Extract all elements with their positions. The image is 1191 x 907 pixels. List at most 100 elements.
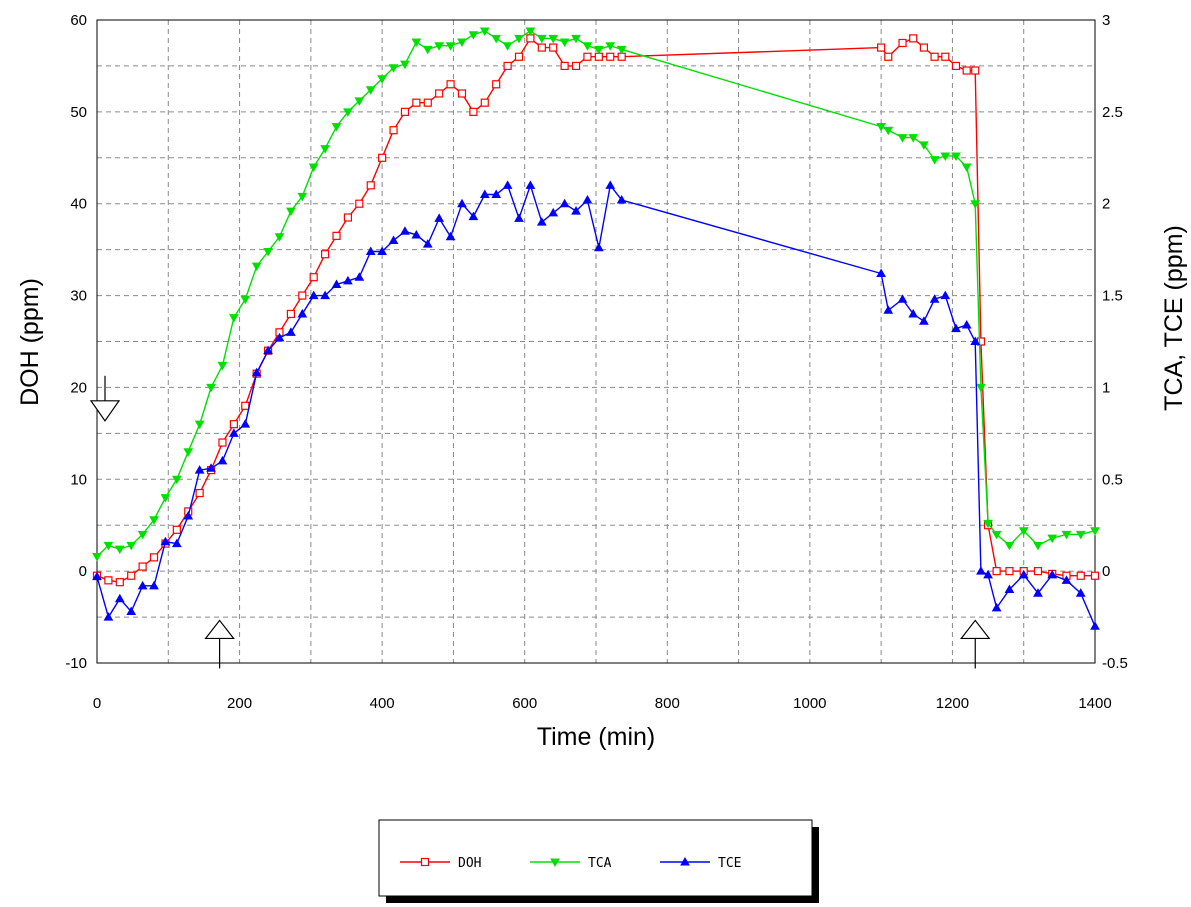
data-point-tca: [194, 420, 205, 430]
data-point-tce: [514, 213, 524, 222]
legend-marker-tce: [680, 856, 690, 866]
data-point-tca: [951, 152, 961, 161]
data-point-tce: [605, 180, 616, 189]
data-point-tce: [559, 198, 570, 208]
data-point-doh: [389, 126, 398, 135]
data-point-doh: [1005, 567, 1014, 576]
data-point-tca: [876, 123, 887, 132]
data-point-tca: [422, 45, 433, 55]
data-point-tca: [457, 38, 467, 48]
data-point-tca: [1061, 530, 1072, 540]
data-point-tce: [445, 231, 456, 241]
data-point-doh: [446, 80, 455, 89]
y-right-tick-label: 0: [1102, 563, 1110, 580]
data-point-tca: [377, 75, 388, 84]
arrow-up-icon: [204, 619, 235, 669]
data-point-doh: [1090, 571, 1100, 580]
legend-marker-doh: [420, 857, 430, 867]
data-point-tce: [1061, 575, 1072, 584]
data-point-tce: [114, 593, 125, 603]
data-point-tce: [377, 246, 388, 255]
data-point-doh: [1076, 571, 1085, 580]
data-point-tce: [479, 189, 490, 199]
y-right-tick-label: 2.5: [1102, 104, 1123, 121]
data-point-tce: [171, 538, 182, 548]
x-tick-label: 400: [370, 695, 395, 712]
data-point-tce: [491, 189, 502, 199]
data-point-doh: [549, 43, 558, 52]
data-point-tce: [525, 180, 536, 189]
data-point-doh: [560, 61, 569, 71]
data-point-tca: [114, 545, 125, 555]
data-point-tce: [1004, 584, 1015, 594]
x-axis-ticks: 0 200 400 600 800 1000 1200 1400: [93, 695, 1112, 712]
data-point-doh: [435, 89, 444, 98]
data-point-tce: [919, 316, 929, 325]
series-tca: [92, 27, 1100, 562]
data-point-tce: [126, 606, 137, 616]
data-point-tce: [274, 332, 285, 342]
data-point-tce: [354, 272, 365, 281]
data-point-tca: [217, 361, 228, 371]
data-point-tca: [1090, 527, 1100, 536]
data-point-doh: [400, 107, 410, 116]
data-point-tca: [92, 552, 102, 562]
data-point-doh: [343, 213, 353, 222]
data-point-tce: [263, 345, 273, 355]
data-point-tca: [343, 108, 353, 117]
grid: [97, 20, 1095, 663]
data-point-tca: [331, 123, 342, 132]
data-point-tce: [1075, 588, 1086, 597]
data-point-doh: [332, 231, 341, 240]
y-left-tick-label: 0: [79, 563, 87, 580]
series-layer: [92, 27, 1100, 630]
data-point-tca: [251, 262, 262, 272]
data-point-doh: [492, 80, 501, 89]
data-point-tce: [320, 290, 330, 300]
data-point-doh: [298, 291, 307, 300]
x-tick-label: 0: [93, 695, 101, 712]
data-point-tca: [961, 163, 972, 172]
data-point-tce: [593, 242, 604, 252]
data-point-tca: [171, 475, 182, 485]
data-point-tca: [559, 38, 570, 48]
data-point-tca: [286, 207, 296, 217]
data-point-doh: [971, 66, 980, 75]
data-point-doh: [884, 52, 893, 61]
data-point-tce: [457, 198, 467, 208]
data-point-tca: [502, 42, 513, 51]
y-left-axis-ticks: -10 0 10 20 30 40 50 60: [65, 12, 87, 672]
data-point-tca: [126, 541, 137, 551]
y-left-axis-label: DOH (ppm): [16, 278, 44, 406]
data-point-doh: [1033, 567, 1043, 576]
x-tick-label: 200: [227, 695, 252, 712]
data-point-tce: [548, 207, 559, 217]
x-axis-label: Time (min): [537, 723, 656, 751]
data-point-tce: [571, 206, 581, 215]
legend-marker-tca: [550, 858, 560, 868]
data-point-doh: [378, 153, 387, 162]
data-point-tca: [400, 60, 410, 70]
data-point-tce: [229, 428, 239, 437]
data-point-tce: [883, 305, 894, 314]
data-point-tca: [897, 134, 908, 143]
data-point-tce: [149, 580, 159, 590]
data-point-tca: [160, 494, 171, 503]
series-tce: [92, 180, 1100, 630]
data-point-doh: [195, 488, 204, 498]
data-point-tca: [593, 45, 604, 55]
x-tick-label: 800: [655, 695, 680, 712]
data-point-tca: [491, 34, 502, 44]
data-point-tca: [940, 152, 951, 161]
y-left-tick-label: -10: [65, 655, 87, 672]
data-point-tca: [308, 163, 319, 172]
data-point-tca: [919, 141, 929, 150]
y-left-tick-label: 20: [70, 379, 87, 396]
data-point-tce: [1047, 569, 1058, 579]
data-point-doh: [172, 525, 181, 534]
data-point-tce: [616, 195, 627, 204]
data-point-doh: [138, 562, 147, 571]
data-point-doh: [951, 61, 961, 71]
data-point-doh: [286, 309, 295, 319]
annotation-layer: [89, 375, 991, 669]
